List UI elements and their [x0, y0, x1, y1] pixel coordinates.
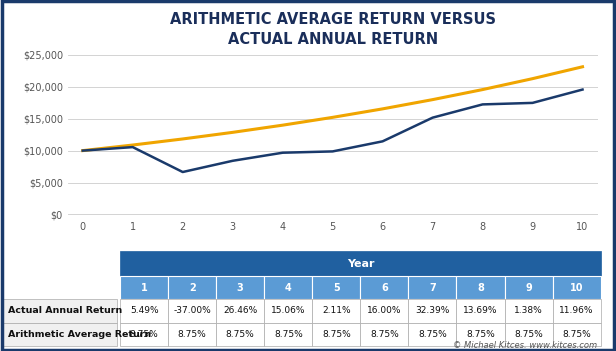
Text: 11.96%: 11.96% — [559, 306, 594, 316]
Text: -37.00%: -37.00% — [173, 306, 211, 316]
Arithmetic Average Return — [329, 115, 336, 119]
Text: Arithmetic Average Return: Arithmetic Average Return — [8, 330, 152, 339]
Arithmetic Average Return — [429, 98, 436, 102]
Text: Year: Year — [347, 259, 374, 269]
Arithmetic Average Return — [229, 130, 237, 134]
Text: 15.06%: 15.06% — [271, 306, 306, 316]
Actual Annual Return — [329, 149, 336, 153]
Text: 5.49%: 5.49% — [130, 306, 158, 316]
Text: 1.38%: 1.38% — [514, 306, 543, 316]
Text: 8.75%: 8.75% — [418, 330, 447, 339]
Text: 8.75%: 8.75% — [226, 330, 254, 339]
Text: 8.75%: 8.75% — [322, 330, 351, 339]
Text: 2: 2 — [189, 283, 195, 293]
Line: Arithmetic Average Return: Arithmetic Average Return — [83, 67, 583, 151]
Text: 9: 9 — [525, 283, 532, 293]
Text: Actual Annual Return: Actual Annual Return — [8, 306, 122, 316]
Text: 8.75%: 8.75% — [466, 330, 495, 339]
Text: 8.75%: 8.75% — [370, 330, 399, 339]
Text: 3: 3 — [237, 283, 243, 293]
Text: ARITHMETIC AVERAGE RETURN VERSUS
ACTUAL ANNUAL RETURN: ARITHMETIC AVERAGE RETURN VERSUS ACTUAL … — [169, 12, 496, 47]
Arithmetic Average Return — [179, 137, 187, 141]
Text: 8.75%: 8.75% — [130, 330, 158, 339]
Text: 2.11%: 2.11% — [322, 306, 351, 316]
Arithmetic Average Return — [379, 107, 386, 111]
Actual Annual Return — [229, 159, 237, 163]
Actual Annual Return — [79, 148, 86, 153]
Arithmetic Average Return — [479, 87, 486, 92]
Actual Annual Return — [479, 102, 486, 106]
Text: 7: 7 — [429, 283, 436, 293]
Arithmetic Average Return — [579, 65, 586, 69]
Actual Annual Return — [429, 115, 436, 120]
Text: 16.00%: 16.00% — [367, 306, 402, 316]
Actual Annual Return — [379, 139, 386, 144]
Actual Annual Return — [179, 170, 187, 174]
Text: 26.46%: 26.46% — [223, 306, 257, 316]
Text: 8.75%: 8.75% — [562, 330, 591, 339]
Actual Annual Return — [279, 151, 286, 155]
Line: Actual Annual Return: Actual Annual Return — [83, 90, 583, 172]
Legend: Actual Annual Return, Arithmetic Average Return: Actual Annual Return, Arithmetic Average… — [166, 254, 499, 264]
Text: 8.75%: 8.75% — [178, 330, 206, 339]
Text: © Michael Kitces. www.kitces.com: © Michael Kitces. www.kitces.com — [453, 341, 598, 350]
Text: 5: 5 — [333, 283, 339, 293]
Text: 10: 10 — [570, 283, 583, 293]
Text: 1: 1 — [141, 283, 147, 293]
Text: 8.75%: 8.75% — [274, 330, 302, 339]
Arithmetic Average Return — [129, 143, 136, 147]
Text: 4: 4 — [285, 283, 291, 293]
Text: 13.69%: 13.69% — [463, 306, 498, 316]
Arithmetic Average Return — [279, 123, 286, 127]
Text: 8: 8 — [477, 283, 484, 293]
Actual Annual Return — [529, 101, 537, 105]
Actual Annual Return — [579, 87, 586, 92]
Text: 32.39%: 32.39% — [415, 306, 450, 316]
Text: 6: 6 — [381, 283, 387, 293]
Actual Annual Return — [129, 145, 136, 149]
Arithmetic Average Return — [529, 77, 537, 81]
Text: 8.75%: 8.75% — [514, 330, 543, 339]
Arithmetic Average Return — [79, 148, 86, 153]
